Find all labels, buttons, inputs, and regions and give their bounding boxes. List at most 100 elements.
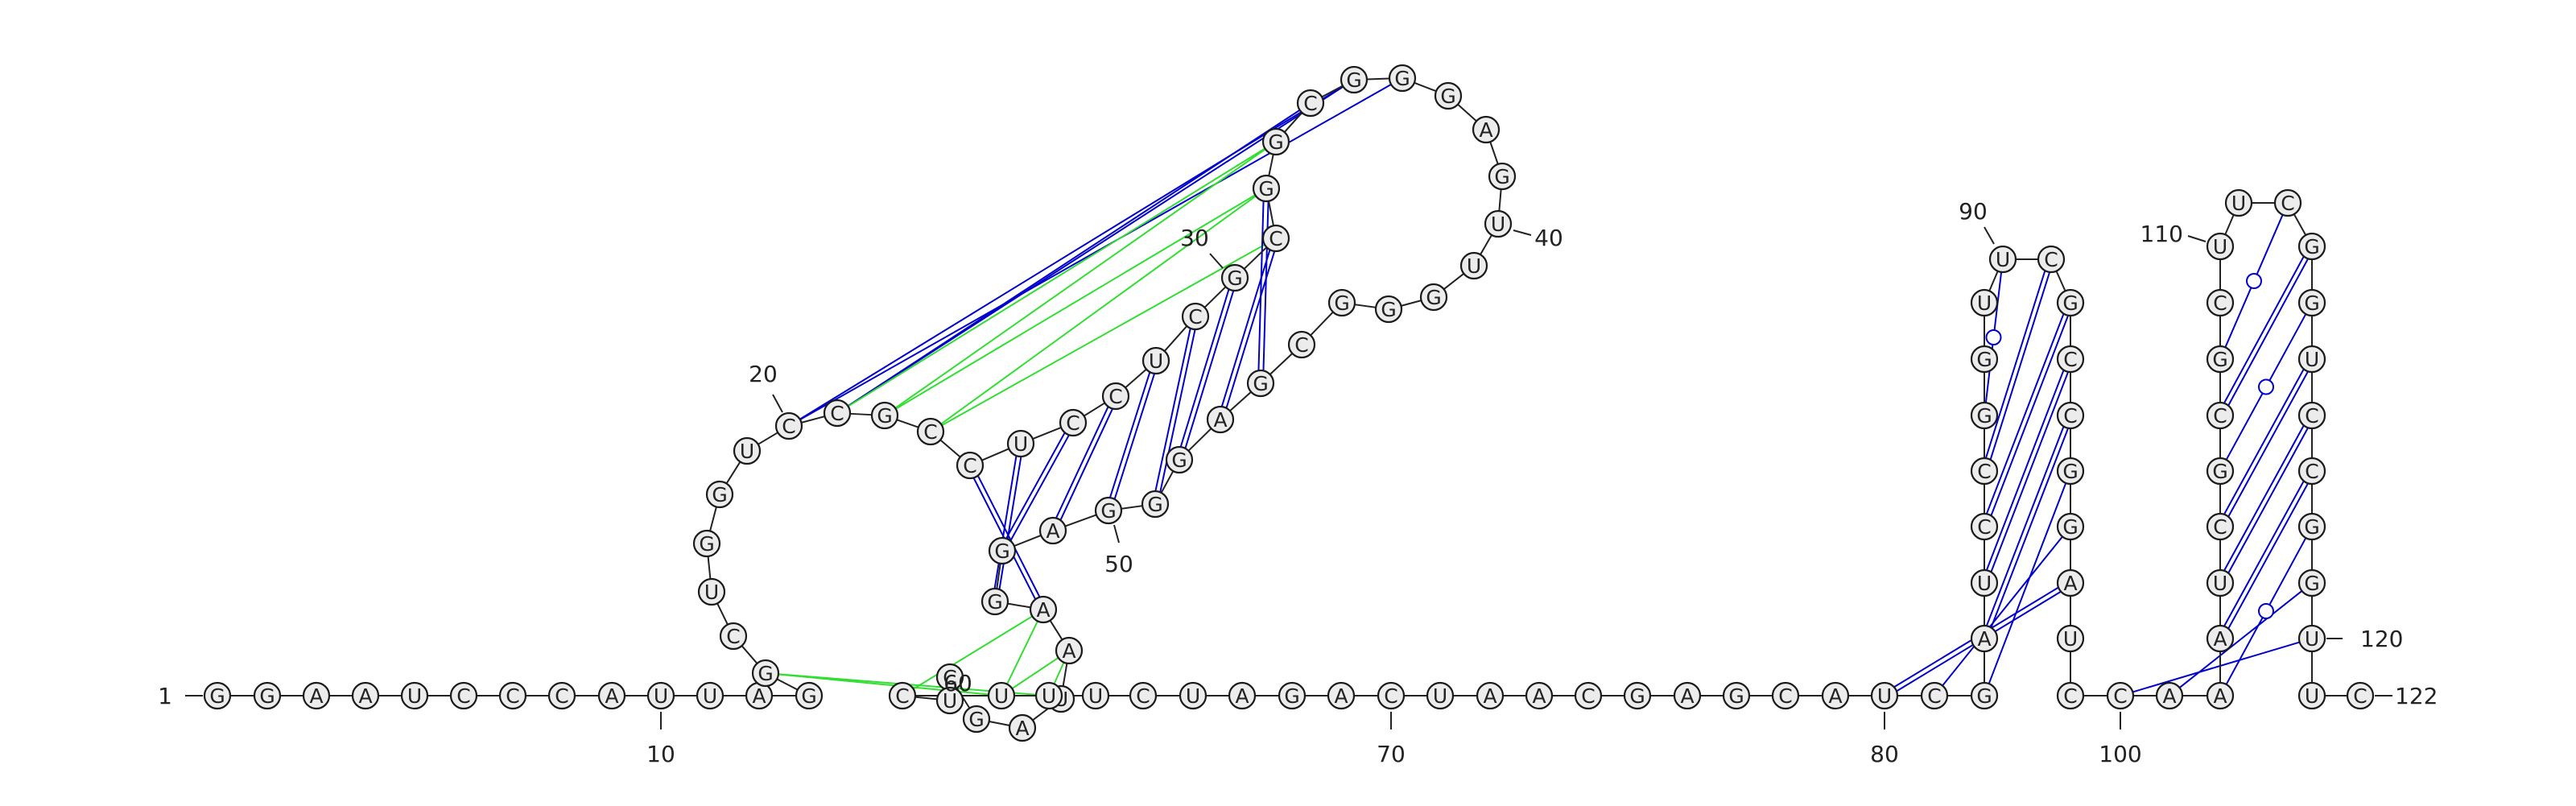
- position-tick: [2187, 235, 2207, 242]
- nucleotide-letter: G: [2062, 291, 2078, 315]
- nucleotide-letter: G: [699, 532, 714, 556]
- nucleotide: G: [1970, 401, 1999, 430]
- nucleotide-letter: C: [963, 454, 976, 477]
- backbone-segment: [1229, 391, 1252, 412]
- nucleotide-circle: [916, 417, 945, 446]
- nucleotide-circle: [1228, 681, 1257, 710]
- nucleotide-letter: A: [1015, 717, 1029, 740]
- nucleotide-letter: C: [1136, 684, 1150, 708]
- nucleotide-letter: G: [1426, 286, 1441, 309]
- nucleotide-circle: [1220, 263, 1249, 292]
- nucleotide-letter: C: [2281, 192, 2294, 215]
- nucleotide-circle: [1377, 681, 1406, 710]
- nucleotide: U: [1870, 681, 1899, 710]
- backbone-segment: [1988, 271, 1999, 291]
- nucleotide-letter: G: [2212, 348, 2227, 371]
- backbone-segment: [1268, 154, 1274, 176]
- nucleotide-circle: [733, 436, 762, 465]
- nucleotide-circle: [1484, 209, 1513, 238]
- nucleotide: U: [2056, 624, 2085, 653]
- nucleotide-letter: G: [2212, 460, 2227, 483]
- nucleotide-letter: G: [209, 684, 225, 708]
- nucleotide: G: [2297, 288, 2326, 317]
- nucleotide: C: [888, 681, 917, 710]
- nucleotide: U: [2206, 232, 2235, 261]
- nucleotide: A: [1970, 624, 1999, 653]
- nucleotide: A: [1525, 681, 1554, 710]
- backbone-segment: [758, 432, 778, 445]
- nucleotide-circle: [2206, 457, 2235, 486]
- nucleotide-letter: G: [1976, 404, 1992, 428]
- nucleotide: C: [2346, 681, 2375, 710]
- nucleotide: G: [253, 681, 282, 710]
- nucleotide-letter: A: [2063, 572, 2077, 595]
- nucleotide: C: [2037, 245, 2066, 274]
- base-pair-line: [2227, 370, 2309, 517]
- backbone-segment: [1480, 234, 1492, 255]
- nucleotide: G: [2056, 457, 2085, 486]
- nucleotide-circle: [2206, 624, 2235, 653]
- position-label: 20: [749, 361, 778, 387]
- nucleotide-letter: C: [830, 402, 844, 425]
- nucleotide-letter: G: [1268, 130, 1283, 154]
- nucleotide-circle: [1179, 681, 1208, 710]
- nucleotide-circle: [1459, 251, 1488, 280]
- nucleotide-letter: G: [1976, 348, 1992, 371]
- position-label: 40: [1534, 225, 1563, 251]
- nucleotide-circle: [1970, 568, 1999, 597]
- nucleotide-letter: C: [2063, 404, 2077, 428]
- nucleotide-letter: U: [994, 684, 1009, 708]
- backbone-segment: [1283, 112, 1303, 133]
- nucleotide: U: [1081, 681, 1110, 710]
- position-label: 122: [2395, 683, 2438, 709]
- nucleotide: A: [1476, 681, 1505, 710]
- nucleotide: C: [1101, 382, 1130, 411]
- nucleotide: U: [935, 686, 964, 715]
- nucleotide-circle: [2346, 681, 2375, 710]
- base-pair-line: [2223, 425, 2305, 572]
- nucleotide-letter: U: [1013, 432, 1028, 456]
- nucleotide: G: [2206, 457, 2235, 486]
- base-pair-line: [1988, 482, 2067, 684]
- base-pair-line: [1257, 200, 1265, 370]
- backbone-segment: [1049, 620, 1063, 640]
- nucleotide-letter: C: [2213, 404, 2227, 428]
- nucleotide: U: [2224, 188, 2253, 217]
- nucleotide-letter: C: [1269, 227, 1282, 250]
- backbone-segment: [2224, 214, 2235, 235]
- base-pair-line: [1989, 271, 2050, 460]
- nucleotide-letter: C: [1188, 305, 1202, 329]
- base-pair-line: [1986, 370, 2065, 571]
- pseudoknot-line: [902, 609, 1044, 696]
- nucleotide: C: [2056, 401, 2085, 430]
- nucleotide-circle: [2297, 401, 2326, 430]
- nucleotide-circle: [2206, 401, 2235, 430]
- nucleotide-circle: [2056, 288, 2085, 317]
- nucleotide: A: [1038, 516, 1067, 545]
- nucleotide: C: [2297, 401, 2326, 430]
- backbone-segment: [1160, 470, 1174, 494]
- nucleotide-circle: [1988, 245, 2017, 274]
- nucleotide: C: [2273, 188, 2302, 217]
- nucleotide-letter: G: [1227, 267, 1242, 290]
- pseudoknot-line: [765, 672, 1002, 696]
- nucleotide-circle: [1327, 288, 1356, 317]
- nucleotide-letter: U: [1042, 684, 1056, 708]
- nucleotide-circle: [2273, 188, 2302, 217]
- position-tick: [772, 394, 783, 413]
- nucleotide-letter: A: [1062, 639, 1075, 663]
- nucleotide: G: [203, 681, 232, 710]
- nucleotide-circle: [935, 686, 964, 715]
- backbone-segment: [1013, 534, 1042, 548]
- nucleotide-letter: U: [2213, 572, 2227, 595]
- base-pair-line: [2178, 590, 2303, 688]
- nucleotide-letter: A: [1036, 598, 1050, 622]
- nucleotide: G: [1434, 81, 1463, 110]
- backbone-segment: [1498, 188, 1502, 212]
- backbone-segment: [1125, 368, 1147, 389]
- nucleotide: G: [692, 529, 721, 558]
- position-tick: [1209, 253, 1224, 269]
- nucleotide: C: [1574, 681, 1603, 710]
- nucleotide-circle: [1059, 408, 1088, 437]
